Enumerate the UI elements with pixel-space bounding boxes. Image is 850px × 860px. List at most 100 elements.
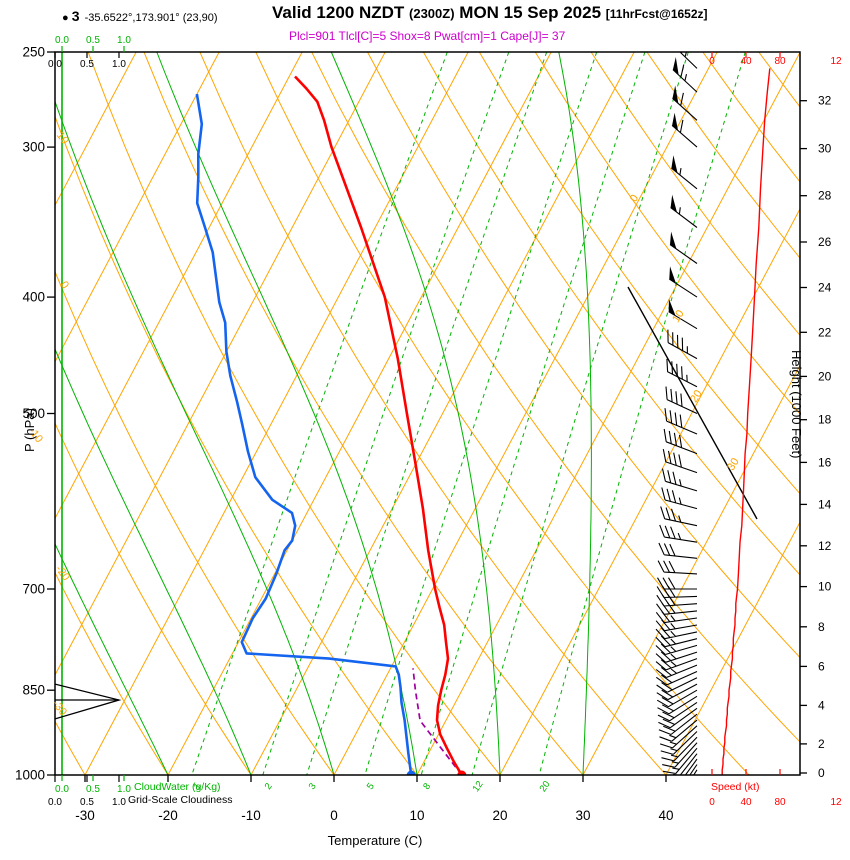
cloudwater-scale-label-bottom: 0.0 — [55, 784, 69, 795]
wind-barb — [658, 707, 698, 729]
pressure-tick-label: 300 — [22, 140, 45, 155]
temperature-tick-label: 0 — [330, 808, 338, 823]
wind-barb — [662, 742, 698, 768]
isotherm-line — [55, 52, 137, 207]
cloudwater-scale-label-bottom: 1.0 — [117, 784, 131, 795]
valid-utc: (2300Z) — [409, 6, 455, 21]
mixing-ratio-line — [538, 52, 746, 775]
isotherm-line — [55, 52, 386, 677]
dry-adiabat-line — [0, 52, 2, 775]
wind-barb — [655, 619, 698, 632]
speed-edge-label-bottom: 12 — [830, 797, 842, 808]
speed-edge-label-top: 12 — [830, 56, 842, 67]
height-tick-label: 16 — [818, 455, 832, 469]
mixing-ratio-line — [471, 52, 689, 775]
wind-barb — [667, 329, 698, 360]
wind-barb — [658, 713, 698, 736]
isotherm-line — [582, 364, 800, 775]
pressure-tick-label: 850 — [22, 683, 45, 698]
wind-speed-curve — [721, 68, 771, 775]
wind-barb — [657, 701, 698, 722]
mixing-ratio-label: 1 — [192, 781, 204, 792]
wind-barb — [655, 643, 698, 656]
speed-scale-label-top: 40 — [740, 56, 752, 67]
height-tick-label: 10 — [818, 580, 832, 594]
wind-barb — [655, 670, 698, 686]
wind-barb — [657, 695, 698, 715]
mixing-ratio-line — [306, 52, 548, 775]
height-tick-label: 14 — [818, 497, 832, 511]
dry-adiabat-line — [422, 52, 800, 576]
height-tick-label: 6 — [818, 659, 825, 673]
pressure-tick-label: 400 — [22, 290, 45, 305]
wind-barb-pennant — [668, 298, 676, 316]
speed-scale-label-bottom: 0 — [709, 797, 715, 808]
temperature-tick-label: 40 — [658, 808, 673, 823]
dry-adiabat-label: 0 — [58, 279, 71, 291]
speed-scale-label-top: 80 — [774, 56, 786, 67]
wind-barb — [684, 758, 698, 775]
wind-barb — [661, 468, 698, 492]
mixing-ratio-line — [364, 52, 598, 775]
wind-barb — [689, 764, 698, 775]
wind-barb — [656, 602, 698, 615]
mixing-ratio-label: 5 — [365, 781, 377, 792]
wind-barb — [671, 167, 698, 190]
temperature-tick-label: 10 — [409, 808, 424, 823]
moist-adiabat-line — [55, 347, 252, 775]
wind-barb — [665, 386, 698, 414]
wind-barb-pennant — [670, 194, 677, 213]
station-marker-icon: ● — [62, 12, 69, 24]
isotherm-line — [250, 52, 635, 775]
wind-barb — [669, 244, 698, 264]
wind-barb — [670, 207, 698, 228]
pressure-axis-title: P (hPa) — [22, 408, 37, 452]
moist-adiabat-line — [330, 52, 501, 775]
dry-adiabat-line — [367, 52, 800, 659]
surface-temperature-dot — [457, 770, 467, 775]
forecast-info: [11hrFcst@1652z] — [605, 7, 708, 21]
station-coordinates: -35.6522°,173.901° — [84, 12, 180, 24]
aux-diagonal-line — [627, 286, 758, 520]
speed-scale-label-bottom: 80 — [774, 797, 786, 808]
dry-adiabat-line — [590, 52, 800, 337]
wind-barb — [679, 52, 698, 69]
mixing-ratio-label: 12 — [471, 779, 486, 794]
dry-adiabat-line — [143, 52, 584, 775]
pressure-tick-label: 1000 — [15, 768, 45, 783]
wind-barb-pennant — [669, 266, 676, 284]
wind-barb — [660, 506, 698, 527]
wind-barb-pennant — [670, 231, 677, 250]
parcel-path — [412, 668, 463, 775]
dry-adiabat-line — [55, 115, 418, 775]
wind-barb — [660, 731, 698, 755]
moist-adiabat-line — [156, 52, 418, 775]
wind-barb — [655, 664, 698, 679]
isotherm-line — [55, 52, 220, 363]
mixing-ratio-line — [191, 52, 448, 775]
page-title: Valid 1200 NZDT (2300Z) MON 15 Sep 2025 … — [272, 3, 708, 23]
pressure-tick-label: 250 — [22, 45, 45, 60]
wind-barb — [661, 487, 698, 510]
wind-barb — [671, 119, 698, 148]
wind-barb — [659, 719, 698, 742]
wind-barb — [658, 542, 698, 559]
dry-adiabat-line — [534, 52, 800, 415]
height-tick-label: 28 — [818, 189, 832, 203]
wind-barb — [669, 278, 698, 298]
mixing-ratio-label: 3 — [307, 781, 319, 792]
wind-barb — [666, 358, 698, 388]
height-tick-label: 22 — [818, 325, 832, 339]
wind-barb — [655, 611, 698, 624]
wind-barb — [659, 524, 698, 543]
cloudwater-scale-label-top: 1.0 — [117, 35, 131, 46]
cloudwater-scale-label-top: 0.5 — [86, 35, 100, 46]
wind-barb — [672, 64, 698, 93]
temperature-tick-label: -20 — [158, 808, 178, 823]
speed-axis-title: Speed (kt) — [711, 781, 760, 793]
height-tick-label: 4 — [818, 698, 825, 712]
isotherm-line — [416, 52, 800, 775]
temperature-tick-label: 30 — [575, 808, 590, 823]
pressure-tick-label: 500 — [22, 406, 45, 421]
isotherm-line — [84, 52, 469, 775]
